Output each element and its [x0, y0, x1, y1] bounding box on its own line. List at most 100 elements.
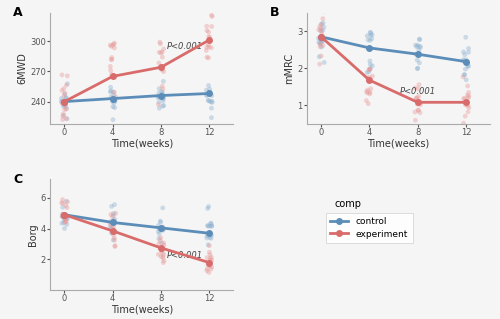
Point [460, 96, 468, 101]
Point [64, 81, 72, 86]
Point [460, 57, 468, 62]
Point [208, 264, 216, 269]
Point [463, 126, 471, 131]
Point [416, 102, 424, 107]
Point [160, 95, 168, 100]
Point [109, 117, 117, 122]
Point [316, 28, 324, 33]
Point [208, 45, 216, 50]
Text: P<0.001: P<0.001 [167, 251, 203, 260]
Point [208, 224, 216, 229]
Point [367, 33, 375, 38]
Point [318, 39, 326, 44]
Point [366, 58, 374, 63]
Point [60, 86, 68, 91]
Point [110, 98, 118, 103]
Point [110, 89, 118, 94]
Point [366, 38, 374, 43]
Point [62, 103, 70, 108]
Point [317, 26, 325, 31]
Point [110, 230, 118, 235]
Point [110, 45, 118, 50]
Point [319, 20, 327, 26]
Point [63, 222, 71, 227]
Point [462, 67, 469, 72]
Point [459, 74, 467, 79]
Point [108, 226, 116, 231]
Point [158, 127, 166, 132]
Point [414, 108, 422, 113]
Point [204, 42, 212, 47]
Point [460, 72, 468, 78]
Point [206, 99, 214, 104]
Point [413, 57, 421, 63]
Point [460, 49, 468, 55]
Point [160, 243, 168, 248]
Point [106, 226, 114, 231]
Point [206, 35, 214, 40]
Text: comp: comp [334, 199, 361, 209]
Point [464, 46, 472, 51]
Point [207, 221, 215, 226]
Point [366, 67, 374, 72]
Point [366, 90, 374, 95]
Point [415, 48, 423, 53]
Point [203, 235, 211, 241]
Point [204, 30, 212, 35]
Point [206, 256, 214, 261]
Point [203, 55, 211, 60]
Point [60, 113, 68, 118]
Point [154, 102, 162, 107]
Point [158, 89, 166, 94]
Point [208, 100, 216, 105]
X-axis label: Time(weeks): Time(weeks) [110, 138, 173, 148]
Point [156, 106, 164, 111]
Point [206, 263, 214, 269]
Point [208, 106, 216, 111]
Point [416, 37, 424, 42]
Point [62, 106, 70, 111]
Text: P<0.001: P<0.001 [400, 87, 436, 96]
Point [462, 57, 470, 62]
Point [317, 40, 325, 45]
Point [156, 235, 164, 240]
Point [364, 87, 372, 93]
Point [159, 260, 167, 265]
Point [464, 59, 471, 64]
Point [462, 35, 469, 40]
Point [416, 110, 424, 115]
Point [60, 214, 68, 219]
Point [366, 86, 374, 91]
Point [460, 58, 468, 63]
Point [464, 63, 472, 68]
Point [207, 236, 215, 241]
Point [314, 36, 322, 41]
Point [156, 219, 164, 225]
Point [112, 94, 120, 100]
Point [108, 231, 116, 236]
Point [62, 98, 70, 103]
Text: A: A [14, 6, 23, 19]
Point [154, 94, 162, 99]
Point [205, 44, 213, 49]
Point [159, 96, 167, 101]
Point [107, 44, 115, 49]
Point [60, 104, 68, 109]
Point [316, 41, 324, 46]
Point [110, 41, 118, 47]
Point [58, 100, 66, 105]
Point [64, 216, 72, 221]
Point [158, 67, 166, 72]
Point [464, 84, 471, 89]
Point [158, 90, 166, 95]
Point [157, 227, 165, 232]
Point [362, 89, 370, 94]
Point [366, 30, 374, 35]
Point [61, 92, 69, 97]
Point [62, 215, 70, 220]
Point [158, 248, 166, 253]
Point [60, 226, 68, 231]
Point [318, 29, 326, 34]
Point [316, 44, 324, 49]
Point [414, 94, 422, 99]
